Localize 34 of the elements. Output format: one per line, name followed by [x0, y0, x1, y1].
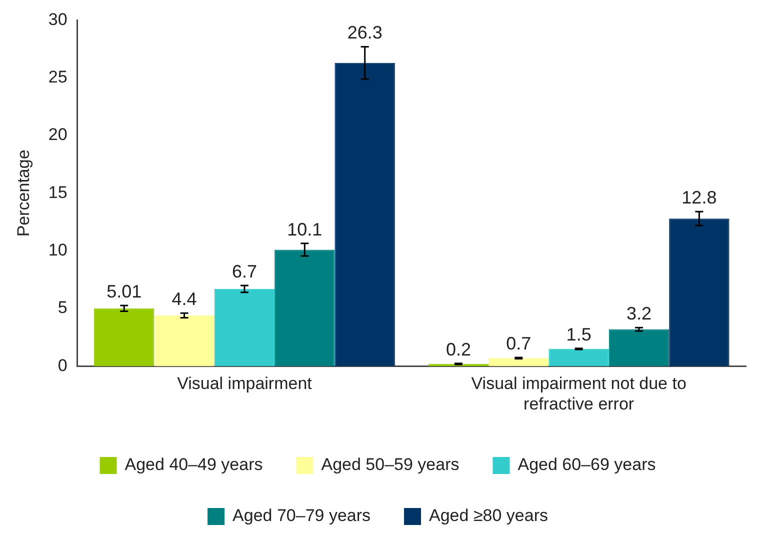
data-label: 5.01: [106, 282, 142, 302]
legend-label: Aged 70–79 years: [232, 506, 371, 526]
data-label: 4.4: [172, 289, 197, 310]
y-tick-label: 25: [48, 68, 68, 87]
y-axis-title: Percentage: [14, 150, 33, 237]
bar: [154, 315, 214, 366]
bar: [488, 358, 549, 366]
legend-label: Aged 40–49 years: [124, 455, 263, 474]
data-label: 1.5: [566, 324, 592, 344]
data-label: 3.2: [626, 304, 652, 324]
bar: [274, 250, 335, 366]
bar: [334, 62, 395, 366]
data-label: 0.7: [506, 334, 532, 354]
y-tick-label: 20: [48, 125, 68, 144]
x-tick-label: Visual impairment: [177, 374, 312, 394]
data-label: 26.3: [347, 22, 382, 43]
bar: [214, 288, 275, 366]
y-tick-label: 0: [58, 356, 68, 375]
bar: [548, 348, 609, 366]
y-tick-label: 15: [48, 182, 68, 202]
y-tick-label: 10: [48, 240, 68, 260]
data-label: 12.8: [682, 188, 717, 208]
x-tick-label: Visual impairment not due to refractive error: [471, 374, 686, 414]
y-tick-label: 30: [48, 10, 68, 29]
legend-label: Aged 50–59 years: [321, 455, 460, 474]
legend-label: Aged 60–69 years: [518, 455, 656, 474]
bar: [94, 308, 154, 366]
bar: [608, 329, 670, 366]
data-label: 6.7: [232, 261, 257, 282]
data-label: 0.2: [446, 339, 471, 360]
bar: [669, 218, 730, 366]
legend-label: Aged ≥80 years: [429, 506, 548, 526]
y-tick-label: 5: [58, 298, 68, 318]
data-label: 10.1: [287, 219, 322, 240]
